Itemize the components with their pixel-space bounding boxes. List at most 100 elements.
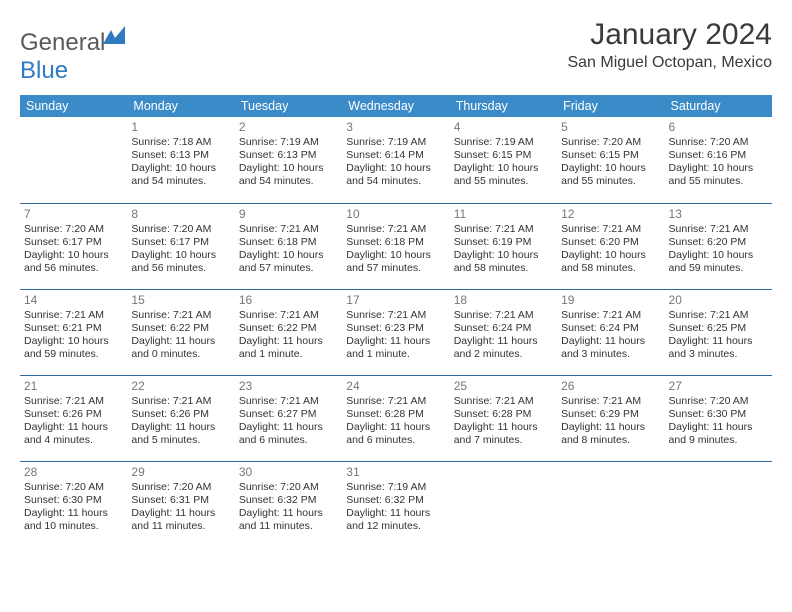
sunrise-text: Sunrise: 7:20 AM: [239, 481, 338, 494]
sunset-text: Sunset: 6:30 PM: [24, 494, 123, 507]
calendar-week: 21Sunrise: 7:21 AMSunset: 6:26 PMDayligh…: [20, 375, 772, 461]
month-title: January 2024: [567, 18, 772, 52]
calendar-day: 20Sunrise: 7:21 AMSunset: 6:25 PMDayligh…: [665, 289, 772, 375]
day-number: 22: [131, 379, 230, 394]
sunrise-text: Sunrise: 7:19 AM: [454, 136, 553, 149]
title-block: January 2024 San Miguel Octopan, Mexico: [567, 18, 772, 72]
brand-part2: Blue: [20, 57, 68, 84]
day-number: 10: [346, 207, 445, 222]
weekday-header-cell: Wednesday: [342, 95, 449, 117]
calendar-day: 29Sunrise: 7:20 AMSunset: 6:31 PMDayligh…: [127, 461, 234, 547]
sunset-text: Sunset: 6:24 PM: [561, 322, 660, 335]
sunset-text: Sunset: 6:15 PM: [454, 149, 553, 162]
calendar-day: 2Sunrise: 7:19 AMSunset: 6:13 PMDaylight…: [235, 117, 342, 203]
weekday-header-cell: Friday: [557, 95, 664, 117]
location: San Miguel Octopan, Mexico: [567, 54, 772, 72]
weekday-header-cell: Thursday: [450, 95, 557, 117]
calendar-day: 14Sunrise: 7:21 AMSunset: 6:21 PMDayligh…: [20, 289, 127, 375]
sunrise-text: Sunrise: 7:18 AM: [131, 136, 230, 149]
sunset-text: Sunset: 6:18 PM: [239, 236, 338, 249]
calendar-day: 17Sunrise: 7:21 AMSunset: 6:23 PMDayligh…: [342, 289, 449, 375]
calendar-day: 11Sunrise: 7:21 AMSunset: 6:19 PMDayligh…: [450, 203, 557, 289]
calendar-day: 26Sunrise: 7:21 AMSunset: 6:29 PMDayligh…: [557, 375, 664, 461]
daylight-text: Daylight: 10 hours and 55 minutes.: [669, 162, 768, 188]
calendar-week: 7Sunrise: 7:20 AMSunset: 6:17 PMDaylight…: [20, 203, 772, 289]
daylight-text: Daylight: 11 hours and 10 minutes.: [24, 507, 123, 533]
sunset-text: Sunset: 6:13 PM: [239, 149, 338, 162]
header: GeneralBlue January 2024 San Miguel Octo…: [20, 18, 772, 85]
calendar-day: 5Sunrise: 7:20 AMSunset: 6:15 PMDaylight…: [557, 117, 664, 203]
daylight-text: Daylight: 11 hours and 11 minutes.: [131, 507, 230, 533]
sunrise-text: Sunrise: 7:21 AM: [131, 309, 230, 322]
day-number: 8: [131, 207, 230, 222]
daylight-text: Daylight: 11 hours and 3 minutes.: [561, 335, 660, 361]
calendar-day-empty: [20, 117, 127, 203]
flag-icon: [103, 26, 125, 44]
calendar-day: 7Sunrise: 7:20 AMSunset: 6:17 PMDaylight…: [20, 203, 127, 289]
sunset-text: Sunset: 6:20 PM: [669, 236, 768, 249]
day-number: 12: [561, 207, 660, 222]
daylight-text: Daylight: 11 hours and 7 minutes.: [454, 421, 553, 447]
calendar-body: 1Sunrise: 7:18 AMSunset: 6:13 PMDaylight…: [20, 117, 772, 547]
sunset-text: Sunset: 6:21 PM: [24, 322, 123, 335]
daylight-text: Daylight: 10 hours and 58 minutes.: [561, 249, 660, 275]
day-number: 24: [346, 379, 445, 394]
sunset-text: Sunset: 6:18 PM: [346, 236, 445, 249]
sunrise-text: Sunrise: 7:21 AM: [24, 309, 123, 322]
day-number: 30: [239, 465, 338, 480]
sunrise-text: Sunrise: 7:21 AM: [561, 309, 660, 322]
day-number: 5: [561, 120, 660, 135]
calendar-day: 16Sunrise: 7:21 AMSunset: 6:22 PMDayligh…: [235, 289, 342, 375]
sunset-text: Sunset: 6:14 PM: [346, 149, 445, 162]
sunrise-text: Sunrise: 7:20 AM: [131, 223, 230, 236]
daylight-text: Daylight: 11 hours and 11 minutes.: [239, 507, 338, 533]
daylight-text: Daylight: 10 hours and 58 minutes.: [454, 249, 553, 275]
day-number: 29: [131, 465, 230, 480]
calendar-day: 28Sunrise: 7:20 AMSunset: 6:30 PMDayligh…: [20, 461, 127, 547]
calendar-week: 1Sunrise: 7:18 AMSunset: 6:13 PMDaylight…: [20, 117, 772, 203]
sunrise-text: Sunrise: 7:20 AM: [24, 223, 123, 236]
calendar-day: 8Sunrise: 7:20 AMSunset: 6:17 PMDaylight…: [127, 203, 234, 289]
daylight-text: Daylight: 10 hours and 55 minutes.: [454, 162, 553, 188]
calendar-day: 31Sunrise: 7:19 AMSunset: 6:32 PMDayligh…: [342, 461, 449, 547]
weekday-header-cell: Saturday: [665, 95, 772, 117]
daylight-text: Daylight: 11 hours and 8 minutes.: [561, 421, 660, 447]
calendar-day: 27Sunrise: 7:20 AMSunset: 6:30 PMDayligh…: [665, 375, 772, 461]
calendar-day: 9Sunrise: 7:21 AMSunset: 6:18 PMDaylight…: [235, 203, 342, 289]
sunrise-text: Sunrise: 7:21 AM: [346, 395, 445, 408]
sunset-text: Sunset: 6:19 PM: [454, 236, 553, 249]
calendar-day: 23Sunrise: 7:21 AMSunset: 6:27 PMDayligh…: [235, 375, 342, 461]
sunrise-text: Sunrise: 7:21 AM: [346, 309, 445, 322]
day-number: 17: [346, 293, 445, 308]
calendar-day: 22Sunrise: 7:21 AMSunset: 6:26 PMDayligh…: [127, 375, 234, 461]
sunset-text: Sunset: 6:28 PM: [454, 408, 553, 421]
sunset-text: Sunset: 6:23 PM: [346, 322, 445, 335]
day-number: 1: [131, 120, 230, 135]
day-number: 16: [239, 293, 338, 308]
sunset-text: Sunset: 6:13 PM: [131, 149, 230, 162]
daylight-text: Daylight: 11 hours and 0 minutes.: [131, 335, 230, 361]
sunset-text: Sunset: 6:20 PM: [561, 236, 660, 249]
day-number: 9: [239, 207, 338, 222]
sunrise-text: Sunrise: 7:21 AM: [561, 223, 660, 236]
daylight-text: Daylight: 11 hours and 4 minutes.: [24, 421, 123, 447]
daylight-text: Daylight: 11 hours and 12 minutes.: [346, 507, 445, 533]
day-number: 23: [239, 379, 338, 394]
daylight-text: Daylight: 11 hours and 9 minutes.: [669, 421, 768, 447]
sunrise-text: Sunrise: 7:20 AM: [669, 136, 768, 149]
sunset-text: Sunset: 6:25 PM: [669, 322, 768, 335]
calendar-day: 25Sunrise: 7:21 AMSunset: 6:28 PMDayligh…: [450, 375, 557, 461]
calendar-day: 10Sunrise: 7:21 AMSunset: 6:18 PMDayligh…: [342, 203, 449, 289]
sunrise-text: Sunrise: 7:20 AM: [131, 481, 230, 494]
day-number: 19: [561, 293, 660, 308]
calendar-day-empty: [665, 461, 772, 547]
day-number: 4: [454, 120, 553, 135]
day-number: 31: [346, 465, 445, 480]
sunrise-text: Sunrise: 7:21 AM: [454, 309, 553, 322]
daylight-text: Daylight: 11 hours and 6 minutes.: [239, 421, 338, 447]
sunrise-text: Sunrise: 7:21 AM: [669, 223, 768, 236]
day-number: 13: [669, 207, 768, 222]
weekday-header-cell: Monday: [127, 95, 234, 117]
daylight-text: Daylight: 10 hours and 56 minutes.: [131, 249, 230, 275]
sunset-text: Sunset: 6:26 PM: [24, 408, 123, 421]
